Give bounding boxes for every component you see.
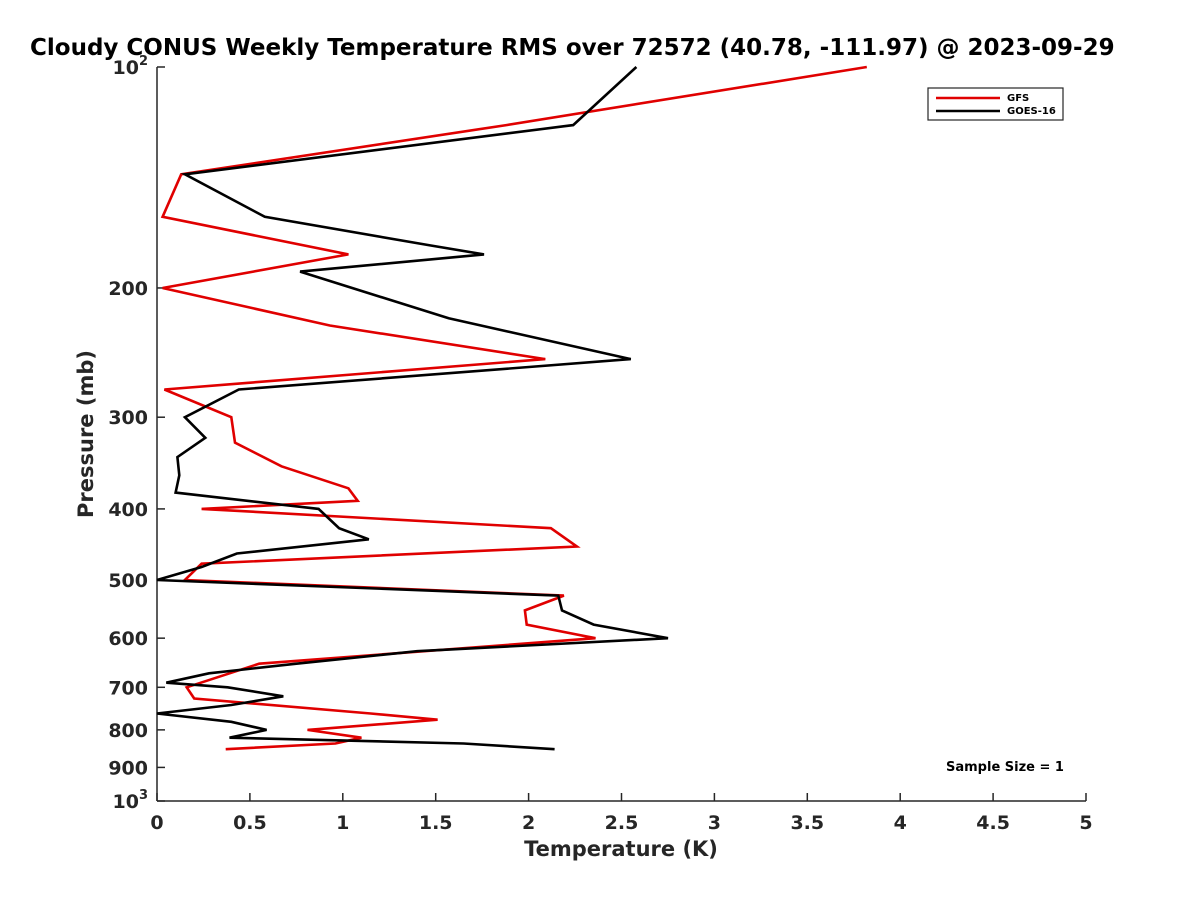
y-tick-label-base: 300 xyxy=(108,407,148,429)
chart-title: Cloudy CONUS Weekly Temperature RMS over… xyxy=(30,35,1115,61)
y-tick-label: 103 xyxy=(113,788,149,813)
y-tick-label-base: 800 xyxy=(108,720,148,742)
series-line-goes-16 xyxy=(156,66,669,751)
sample-size-annotation: Sample Size = 1 xyxy=(946,760,1064,775)
y-tick-label-base: 10 xyxy=(113,791,139,813)
y-tick-label: 300 xyxy=(108,407,148,429)
y-tick-label-base: 10 xyxy=(113,57,139,79)
x-tick-label: 4 xyxy=(894,812,907,834)
y-tick-label: 500 xyxy=(108,570,148,592)
y-tick-label-base: 700 xyxy=(108,677,148,699)
y-tick-label-base: 600 xyxy=(108,628,148,650)
y-tick-label: 102 xyxy=(113,54,149,79)
y-tick-label: 600 xyxy=(108,628,148,650)
series-lines xyxy=(156,65,868,751)
x-ticks: 0 0.5 1 1.5 2 2.5 3 3.5 4 4.5 5 xyxy=(150,793,1093,834)
x-tick-label: 1.5 xyxy=(419,812,453,834)
y-tick-label: 400 xyxy=(108,499,148,521)
x-axis-label: Temperature (K) xyxy=(524,837,718,861)
x-tick-label: 5 xyxy=(1079,812,1092,834)
y-tick-label-base: 900 xyxy=(108,757,148,779)
x-tick-label: 2 xyxy=(522,812,535,834)
x-tick-label: 3 xyxy=(708,812,721,834)
y-axis-label: Pressure (mb) xyxy=(74,350,98,518)
plot-area xyxy=(156,67,1086,802)
y-tick-label: 900 xyxy=(108,757,148,779)
x-tick-label: 1 xyxy=(336,812,349,834)
legend-label-goes16: GOES-16 xyxy=(1007,106,1056,117)
legend: GFS GOES-16 xyxy=(927,87,1064,121)
y-tick-label: 800 xyxy=(108,720,148,742)
legend-box xyxy=(927,87,1064,121)
x-tick-label: 4.5 xyxy=(976,812,1010,834)
x-tick-label: 0 xyxy=(150,812,163,834)
x-tick-label: 0.5 xyxy=(233,812,267,834)
y-tick-label-base: 500 xyxy=(108,570,148,592)
y-tick-label: 700 xyxy=(108,677,148,699)
x-tick-label: 3.5 xyxy=(790,812,824,834)
y-tick-label: 200 xyxy=(108,278,148,300)
y-tick-label-base: 200 xyxy=(108,278,148,300)
y-tick-label-exponent: 2 xyxy=(139,54,148,69)
x-tick-label: 2.5 xyxy=(605,812,639,834)
legend-label-gfs: GFS xyxy=(1007,93,1029,104)
y-tick-label-exponent: 3 xyxy=(139,788,148,803)
series-line-gfs xyxy=(160,65,868,751)
y-tick-label-base: 400 xyxy=(108,499,148,521)
